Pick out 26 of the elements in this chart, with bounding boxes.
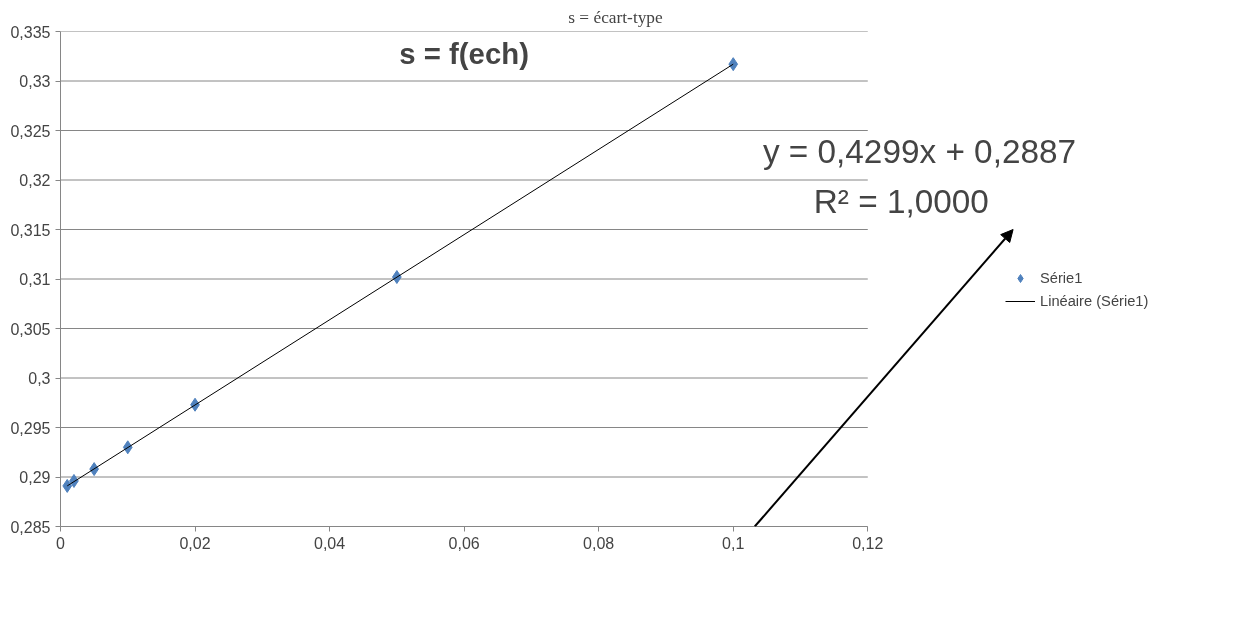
x-tick-label: 0 <box>56 534 66 552</box>
y-tick-label: 0,29 <box>19 469 51 486</box>
y-tick-label: 0,335 <box>10 23 51 41</box>
x-tick-label: 0,04 <box>314 534 346 552</box>
x-tick-label: 0,12 <box>852 534 884 552</box>
y-tick-label: 0,32 <box>19 172 51 189</box>
y-tick-label: 0,315 <box>10 221 51 239</box>
y-tick-label: 0,3 <box>28 370 51 387</box>
x-tick-label: 0,08 <box>583 534 615 552</box>
x-tick-label: 0,02 <box>179 534 211 552</box>
x-tick-label: 0,1 <box>722 534 745 552</box>
annotation: R² = 1,0000 <box>813 182 989 220</box>
y-tick-label: 0,295 <box>10 419 51 437</box>
chart-title: s = f(ech) <box>399 36 529 70</box>
point <box>728 57 739 72</box>
y-tick-label: 0,31 <box>19 271 51 288</box>
y-tick-label: 0,33 <box>19 73 51 90</box>
text: s = écart-type <box>568 7 664 27</box>
x-tick-label: 0,06 <box>448 534 480 552</box>
point <box>62 478 73 493</box>
legend-label: Linéaire (Série1) <box>1040 293 1149 309</box>
y-tick-label: 0,285 <box>10 518 51 536</box>
legend-label: Série1 <box>1040 270 1083 286</box>
annotation: y = 0,4299x + 0,2887 <box>762 133 1077 171</box>
y-tick-label: 0,325 <box>10 122 51 140</box>
y-tick-label: 0,305 <box>10 320 51 338</box>
